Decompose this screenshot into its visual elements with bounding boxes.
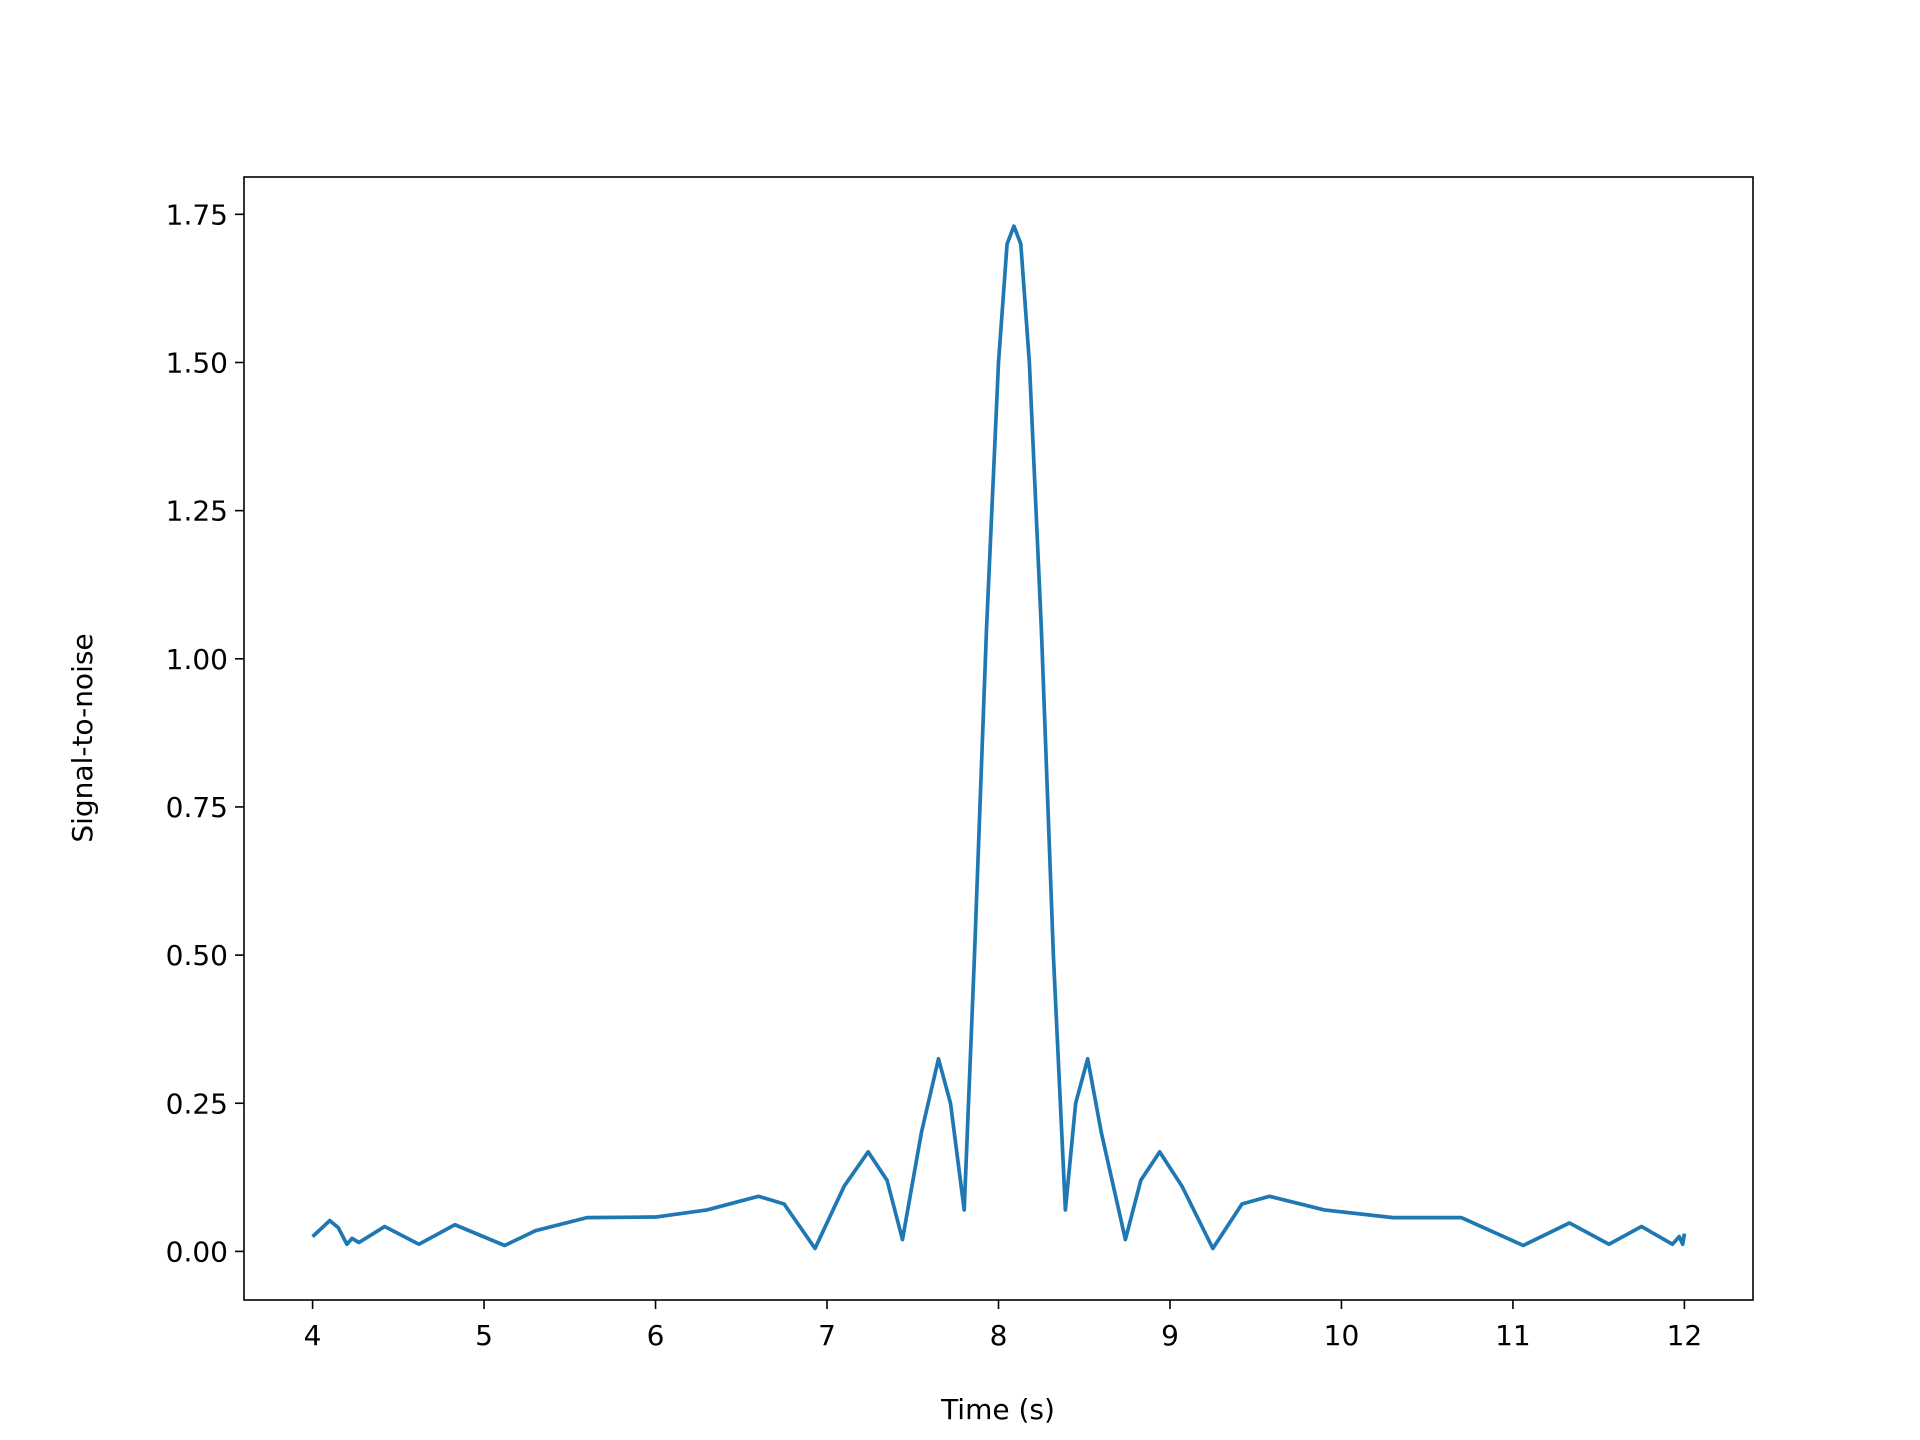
y-tick-label: 0.50 — [166, 939, 228, 972]
plot-frame — [243, 176, 1754, 1301]
x-tick-label: 4 — [304, 1319, 322, 1352]
series-line — [311, 224, 1687, 1251]
y-tick-label: 1.50 — [166, 346, 228, 379]
y-tick-label: 0.75 — [166, 791, 228, 824]
x-tick-label: 8 — [990, 1319, 1008, 1352]
x-tick-label: 6 — [647, 1319, 665, 1352]
y-tick-label: 0.25 — [166, 1087, 228, 1120]
x-tick-label: 5 — [475, 1319, 493, 1352]
y-tick-label: 1.00 — [166, 643, 228, 676]
x-tick-label: 10 — [1324, 1319, 1360, 1352]
x-axis-label: Time (s) — [940, 1393, 1055, 1426]
y-axis-label: Signal-to-noise — [66, 633, 99, 842]
y-tick-label: 0.00 — [166, 1235, 228, 1268]
y-tick-label: 1.75 — [166, 198, 228, 231]
x-tick-label: 7 — [818, 1319, 836, 1352]
x-tick-label: 12 — [1667, 1319, 1703, 1352]
y-tick-label: 1.25 — [166, 495, 228, 528]
x-tick-label: 9 — [1161, 1319, 1179, 1352]
x-tick-label: 11 — [1495, 1319, 1531, 1352]
